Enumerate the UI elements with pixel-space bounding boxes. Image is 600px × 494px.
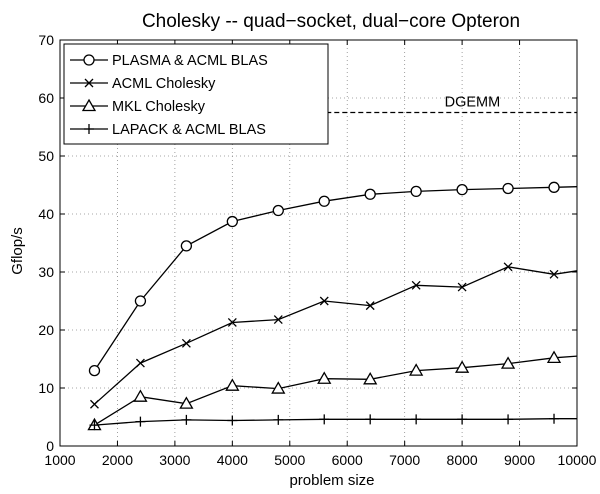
y-tick-label: 50 <box>38 148 54 164</box>
triangle-marker <box>271 381 286 394</box>
x-marker <box>84 78 94 88</box>
x-marker <box>227 318 237 327</box>
circle-marker <box>318 195 330 207</box>
plot-frame <box>59 39 578 447</box>
plus-marker <box>365 414 376 425</box>
triangle-marker <box>179 396 194 409</box>
x-tick-label: 6000 <box>332 452 363 468</box>
legend-label: ACML Cholesky <box>112 76 216 92</box>
x-marker <box>411 280 421 290</box>
series-3 <box>87 350 578 431</box>
triangle-marker <box>363 371 378 385</box>
legend: PLASMA & ACML BLAS ACML Cholesky MKL Chole… <box>63 43 329 145</box>
legend-label: MKL Cholesky <box>112 99 206 115</box>
series-line <box>94 266 578 405</box>
circle-marker <box>364 188 376 200</box>
circle-marker <box>180 240 193 252</box>
ticks: 1000 2000 3000 4000 5000 6000 7000 8000 9000 1000… <box>38 32 596 468</box>
x-tick-label: 1000 <box>44 452 75 468</box>
series-4 <box>89 413 577 431</box>
plus-marker <box>273 414 284 425</box>
triangle-marker <box>225 378 240 391</box>
circle-marker <box>456 183 468 196</box>
legend-box <box>63 43 329 145</box>
x-marker <box>457 282 467 292</box>
x-tick-label: 4000 <box>217 452 248 468</box>
triangle-marker <box>409 363 424 376</box>
series-group <box>87 181 578 431</box>
y-tick-label: 70 <box>38 32 54 48</box>
chart-title: Cholesky -- quad−socket, dual−core Opter… <box>142 11 520 32</box>
series-line <box>93 186 578 371</box>
legend-label: LAPACK & ACML BLAS <box>112 122 266 138</box>
x-tick-label: 3000 <box>159 452 190 468</box>
y-tick-label: 20 <box>38 322 54 338</box>
circle-marker <box>410 185 422 198</box>
plus-marker <box>319 414 330 425</box>
x-marker <box>549 269 559 279</box>
circle-marker <box>88 364 101 377</box>
plus-marker <box>135 416 146 427</box>
x-marker <box>365 301 375 311</box>
legend-label: PLASMA & ACML BLAS <box>112 53 268 69</box>
x-marker <box>181 338 191 348</box>
circle-marker <box>548 181 560 193</box>
circle-marker <box>272 204 284 217</box>
x-tick-label: 5000 <box>274 452 305 468</box>
x-tick-label: 10000 <box>558 452 597 468</box>
dgemm-label: DGEMM <box>445 95 501 111</box>
triangle-marker <box>133 389 148 402</box>
series-line <box>94 418 577 426</box>
y-tick-label: 60 <box>38 90 54 106</box>
series-2 <box>90 262 578 409</box>
triangle-marker <box>454 360 470 373</box>
plus-marker <box>84 124 94 134</box>
y-tick-label: 10 <box>38 380 54 396</box>
y-axis-label: Gflop/s <box>9 227 26 275</box>
circle-marker <box>83 54 95 66</box>
x-marker <box>319 296 329 306</box>
triangle-marker <box>317 371 332 384</box>
plus-marker <box>457 414 468 425</box>
series-line <box>94 355 578 426</box>
x-tick-label: 7000 <box>389 452 420 468</box>
plus-marker <box>181 414 192 425</box>
x-axis-label: problem size <box>289 472 374 489</box>
triangle-marker <box>500 356 516 369</box>
x-marker <box>90 399 99 409</box>
circle-marker <box>502 182 514 195</box>
plus-marker <box>411 414 422 425</box>
triangle-marker <box>81 98 97 112</box>
plus-marker <box>89 420 100 431</box>
y-tick-label: 40 <box>38 206 54 222</box>
triangle-marker <box>546 350 562 363</box>
circle-marker <box>226 215 238 228</box>
y-tick-label: 30 <box>38 264 54 280</box>
plus-marker <box>227 415 238 426</box>
x-marker <box>273 315 283 325</box>
plus-marker <box>549 413 560 424</box>
x-tick-label: 8000 <box>447 452 478 468</box>
x-marker <box>135 358 145 368</box>
circle-marker <box>134 295 147 307</box>
plus-marker <box>503 414 514 425</box>
x-tick-label: 2000 <box>102 452 133 468</box>
x-marker <box>503 262 513 272</box>
series-1 <box>88 181 578 377</box>
y-tick-label: 0 <box>46 438 54 454</box>
x-tick-label: 9000 <box>504 452 535 468</box>
